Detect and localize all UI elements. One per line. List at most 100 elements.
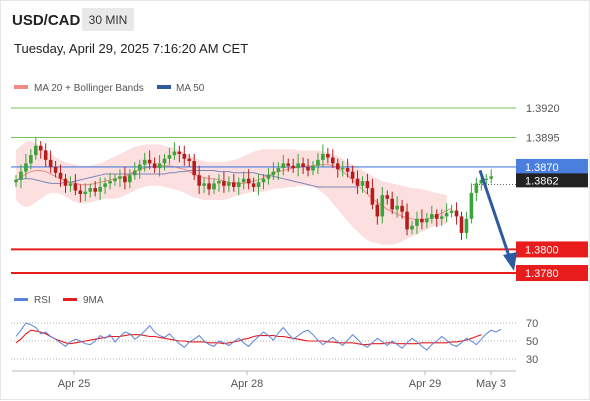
candle-body xyxy=(420,218,424,223)
candle xyxy=(128,169,132,189)
forecast-arrow xyxy=(478,169,512,260)
candle-body xyxy=(415,218,419,226)
candle-body xyxy=(133,170,137,176)
price-label-support: 1.3780 xyxy=(525,268,559,280)
candle xyxy=(192,153,196,180)
candle xyxy=(415,211,419,235)
candle xyxy=(98,177,102,200)
x-axis: Apr 25 Apr 28 Apr 29 May 3 xyxy=(58,371,506,390)
candle-body xyxy=(157,163,162,169)
price-label-pivot: 1.3870 xyxy=(525,162,559,174)
candle-body xyxy=(34,145,38,156)
candle xyxy=(405,203,409,236)
candle-body xyxy=(316,159,320,166)
candle xyxy=(459,211,464,240)
candle-body xyxy=(88,188,93,192)
candle-body xyxy=(360,181,365,186)
candle-body xyxy=(251,183,256,187)
candle-body xyxy=(222,181,226,186)
candle xyxy=(331,149,335,169)
candle xyxy=(474,177,479,202)
candle xyxy=(232,174,236,192)
candle-body xyxy=(454,210,459,217)
candle xyxy=(385,190,390,205)
candle xyxy=(281,155,286,176)
candle xyxy=(187,153,192,167)
legend-ma20-swatch xyxy=(14,85,28,89)
candle xyxy=(380,186,385,224)
candle-body xyxy=(38,145,43,151)
candle-body xyxy=(202,183,206,186)
candle xyxy=(266,168,271,185)
candle-body xyxy=(489,176,493,179)
symbol-badge xyxy=(7,8,78,31)
candle-body xyxy=(301,163,305,167)
x-tick-label: Apr 29 xyxy=(409,378,441,390)
candle xyxy=(370,178,375,210)
candle xyxy=(425,212,429,229)
candle xyxy=(236,177,241,196)
candle xyxy=(197,165,201,195)
candle-body xyxy=(147,159,152,164)
candle-body xyxy=(405,211,409,230)
candle-body xyxy=(400,205,404,212)
candle xyxy=(434,209,439,228)
candle xyxy=(48,150,53,173)
timeframe-badge[interactable] xyxy=(82,8,134,31)
candle xyxy=(390,191,394,215)
candle xyxy=(271,162,276,180)
candle xyxy=(73,174,78,196)
candle xyxy=(108,172,112,190)
price-label-resistance: 1.3920 xyxy=(526,103,560,115)
candle xyxy=(291,158,295,173)
candle-body xyxy=(484,178,489,180)
candle xyxy=(251,177,256,192)
legend-rsi-label: RSI xyxy=(34,295,51,306)
candle-body xyxy=(128,175,132,183)
candle xyxy=(261,174,266,190)
candle xyxy=(113,174,117,186)
candle-body xyxy=(29,155,33,164)
candle-body xyxy=(326,153,330,158)
candle xyxy=(202,177,206,193)
candle-body xyxy=(390,198,394,210)
candle xyxy=(14,175,18,187)
candle-body xyxy=(375,204,380,217)
rsi-tick-label: 50 xyxy=(526,336,538,348)
candle-body xyxy=(321,153,325,160)
candle-body xyxy=(118,176,122,179)
candle xyxy=(449,204,454,218)
candle-body xyxy=(296,163,300,169)
legend-9ma-label: 9MA xyxy=(83,295,104,306)
candle xyxy=(167,148,172,165)
candle xyxy=(410,221,414,235)
candle xyxy=(157,155,162,177)
candle xyxy=(420,209,424,230)
candle xyxy=(38,141,43,159)
rsi-chart: 70 50 30 xyxy=(11,318,538,366)
price-tag-support xyxy=(516,241,588,258)
candle-body xyxy=(474,183,479,193)
candle-body xyxy=(103,183,107,187)
candle-body xyxy=(83,191,88,195)
candle xyxy=(316,152,320,174)
candle xyxy=(53,161,58,178)
candle xyxy=(326,148,330,164)
candle-body xyxy=(385,195,390,199)
candle xyxy=(177,145,182,163)
candle-body xyxy=(137,164,142,171)
candle xyxy=(78,184,83,203)
candle xyxy=(335,158,340,178)
candle-body xyxy=(167,155,172,159)
candle xyxy=(217,174,221,192)
candle-body xyxy=(24,163,28,172)
candle xyxy=(340,161,345,177)
candle xyxy=(306,158,310,177)
candle-body xyxy=(162,158,167,164)
candle-body xyxy=(172,151,177,156)
candle-body xyxy=(380,195,385,217)
candle xyxy=(29,149,33,170)
candle xyxy=(182,145,187,166)
candle-body xyxy=(217,181,221,184)
